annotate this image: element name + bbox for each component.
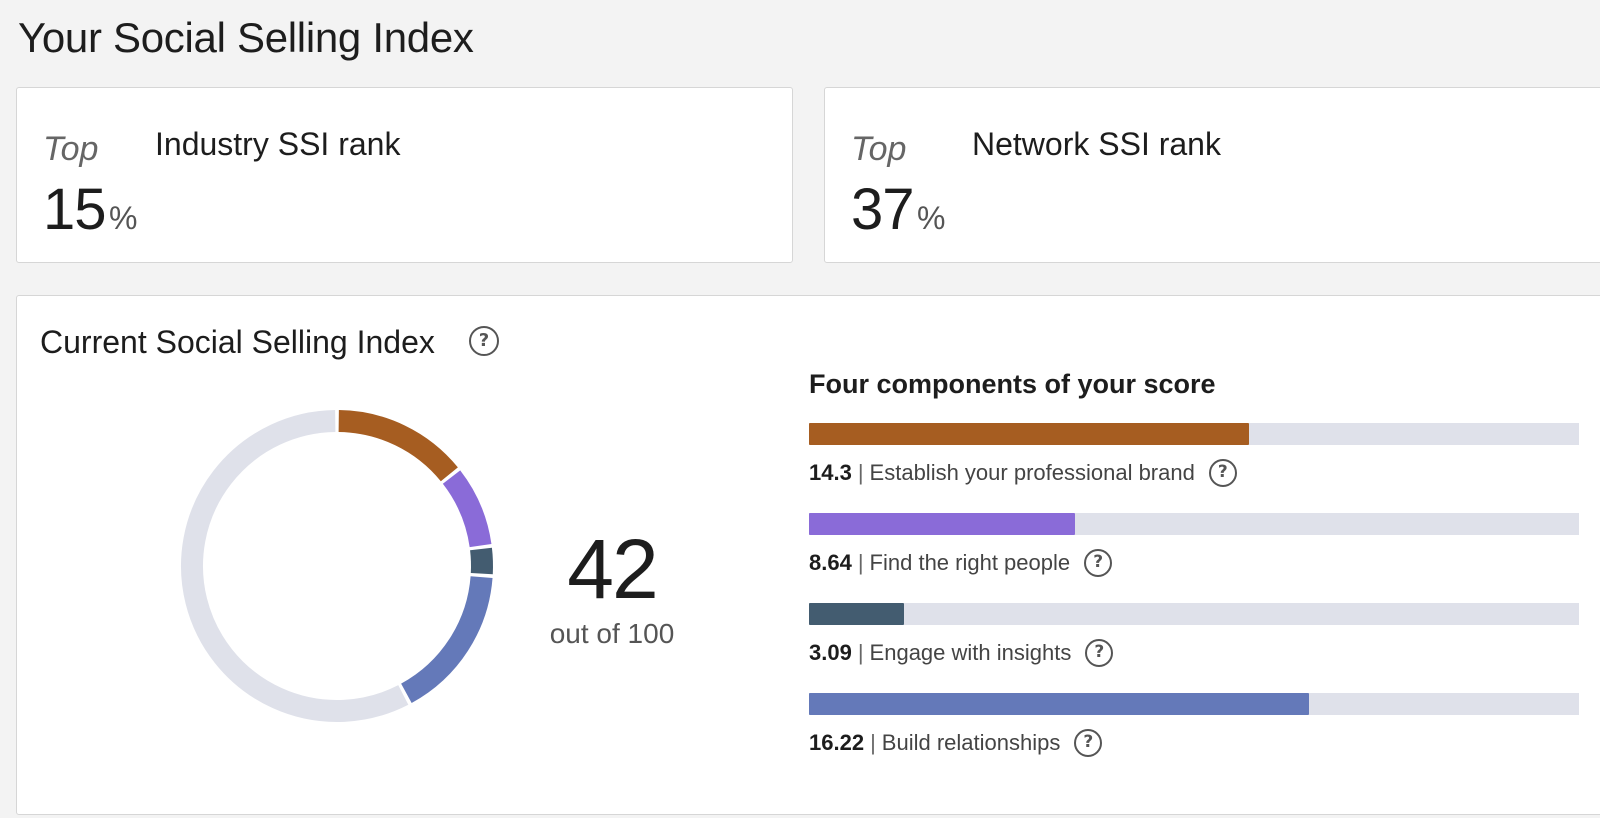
component-bar-track <box>809 513 1579 535</box>
network-rank-card: Top 37 % Network SSI rank <box>824 87 1600 263</box>
ssi-score-value: 42 <box>567 522 658 616</box>
industry-rank-label: Industry SSI rank <box>155 126 401 162</box>
component-text: 3.09 | Engage with insights ? <box>809 639 1114 667</box>
donut-remainder <box>181 410 409 722</box>
ssi-score-subtitle: out of 100 <box>549 618 675 649</box>
donut-segment <box>338 410 458 482</box>
question-circle-icon[interactable]: ? <box>469 326 499 356</box>
component-separator: | <box>857 550 864 575</box>
ssi-donut-chart <box>181 410 493 722</box>
component-separator: | <box>857 460 864 485</box>
component-label: Establish your professional brand <box>869 460 1195 485</box>
component-bar-fill <box>809 423 1250 445</box>
component-label: Find the right people <box>869 550 1071 575</box>
component-label: Engage with insights <box>869 640 1072 665</box>
component-bar-track <box>809 693 1579 715</box>
component-separator: | <box>870 730 876 755</box>
donut-segment <box>470 547 493 575</box>
component-value: 16.22 <box>809 730 865 755</box>
question-circle-icon[interactable]: ? <box>1208 459 1237 487</box>
component-text: 16.22 | Build relationships ? <box>809 729 1103 757</box>
industry-rank-top-label: Top <box>43 130 99 168</box>
component-text: 14.3 | Establish your professional brand… <box>809 459 1237 487</box>
ssi-title: Current Social Selling Index <box>40 324 435 360</box>
industry-rank-value: 15 <box>43 177 107 242</box>
donut-segment <box>400 576 493 703</box>
industry-rank-card: Top 15 % Industry SSI rank <box>16 87 793 263</box>
question-circle-icon[interactable]: ? <box>1074 729 1103 757</box>
network-rank-value: 37 <box>851 177 915 242</box>
question-circle-icon[interactable]: ? <box>1084 549 1113 577</box>
donut-segment <box>442 470 492 548</box>
page-title: Your Social Selling Index <box>18 14 474 61</box>
component-value: 8.64 <box>809 550 852 575</box>
component-bar-fill <box>809 603 905 625</box>
component-text: 8.64 | Find the right people ? <box>809 549 1113 577</box>
question-circle-icon[interactable]: ? <box>1085 639 1114 667</box>
component-bar-track <box>809 423 1579 445</box>
component-bar-track <box>809 603 1579 625</box>
component-bar-fill <box>809 513 1076 535</box>
network-rank-top-label: Top <box>851 130 907 168</box>
component-value: 14.3 <box>809 460 852 485</box>
component-label: Build relationships <box>881 730 1061 755</box>
current-ssi-card: Current Social Selling Index ? 42 out of… <box>16 295 1600 815</box>
network-rank-unit: % <box>917 200 946 236</box>
components-heading: Four components of your score <box>809 369 1216 399</box>
component-bar-fill <box>809 693 1309 715</box>
component-separator: | <box>857 640 864 665</box>
industry-rank-unit: % <box>109 200 138 236</box>
network-rank-label: Network SSI rank <box>972 126 1221 162</box>
component-value: 3.09 <box>809 640 852 665</box>
